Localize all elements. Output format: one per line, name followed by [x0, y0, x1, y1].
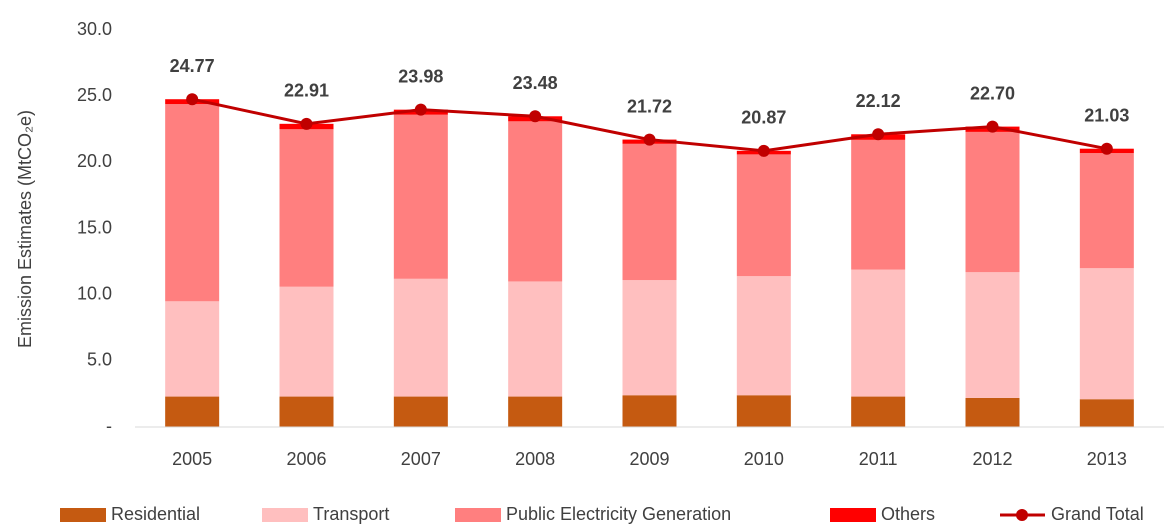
bar-segment: [965, 397, 1020, 427]
bar-segment: [393, 278, 448, 397]
bar-segment: [622, 395, 677, 427]
total-marker: [643, 133, 656, 146]
data-label: 22.70: [970, 83, 1015, 103]
y-tick-label: -: [106, 416, 112, 436]
bar-segment: [851, 139, 906, 270]
legend-swatch: [830, 508, 876, 522]
y-tick-label: 20.0: [77, 151, 112, 171]
bar-segment: [851, 269, 906, 397]
legend-swatch: [60, 508, 106, 522]
bar-segment: [165, 396, 220, 427]
bar-segment: [965, 272, 1020, 398]
bar-segment: [279, 286, 334, 397]
data-label: 20.87: [741, 108, 786, 128]
x-tick-label: 2013: [1087, 449, 1127, 469]
data-label: 22.12: [856, 91, 901, 111]
bar-segment: [393, 114, 448, 279]
bar-segment: [1079, 268, 1134, 400]
bar-segment: [851, 396, 906, 427]
legend-swatch: [262, 508, 308, 522]
legend-marker: [1016, 509, 1028, 521]
bar-segment: [508, 281, 563, 397]
bar-segment: [279, 129, 334, 287]
y-tick-label: 10.0: [77, 283, 112, 303]
legend-label: Residential: [111, 504, 200, 524]
bar-segment: [622, 143, 677, 281]
legend-label: Others: [881, 504, 935, 524]
total-marker: [872, 128, 885, 141]
total-marker: [186, 93, 199, 106]
bar-segment: [1079, 399, 1134, 427]
y-axis-label: Emission Estimates (MtCO₂e): [15, 110, 35, 348]
bar-segment: [965, 131, 1020, 273]
bar-segment: [622, 280, 677, 396]
total-marker: [529, 110, 542, 123]
total-marker: [414, 103, 427, 116]
legend-label: Grand Total: [1051, 504, 1144, 524]
bar-segment: [279, 396, 334, 427]
bar-segment: [508, 396, 563, 427]
bar-segment: [508, 121, 563, 282]
bar-segment: [165, 301, 220, 397]
x-tick-label: 2010: [744, 449, 784, 469]
data-label: 21.03: [1084, 105, 1129, 125]
data-label: 23.48: [513, 73, 558, 93]
y-tick-label: 5.0: [87, 350, 112, 370]
bar-segment: [393, 396, 448, 427]
y-tick-label: 15.0: [77, 217, 112, 237]
bar-segment: [736, 395, 791, 427]
data-label: 22.91: [284, 81, 329, 101]
data-label: 23.98: [398, 66, 443, 86]
total-marker: [757, 144, 770, 157]
total-marker: [1100, 142, 1113, 155]
total-marker: [300, 117, 313, 130]
x-tick-label: 2006: [286, 449, 326, 469]
data-label: 21.72: [627, 96, 672, 116]
legend-label: Public Electricity Generation: [506, 504, 731, 524]
x-tick-label: 2008: [515, 449, 555, 469]
bar-segment: [165, 104, 220, 302]
legend-swatch: [455, 508, 501, 522]
bar-segment: [1079, 153, 1134, 269]
x-tick-label: 2007: [401, 449, 441, 469]
x-tick-label: 2011: [859, 449, 898, 469]
legend-label: Transport: [313, 504, 389, 524]
bar-segment: [736, 276, 791, 396]
y-tick-label: 25.0: [77, 85, 112, 105]
x-tick-label: 2012: [972, 449, 1012, 469]
y-tick-label: 30.0: [77, 19, 112, 39]
x-tick-label: 2005: [172, 449, 212, 469]
x-tick-label: 2009: [629, 449, 669, 469]
bar-segment: [736, 154, 791, 277]
total-marker: [986, 120, 999, 133]
data-label: 24.77: [170, 56, 215, 76]
